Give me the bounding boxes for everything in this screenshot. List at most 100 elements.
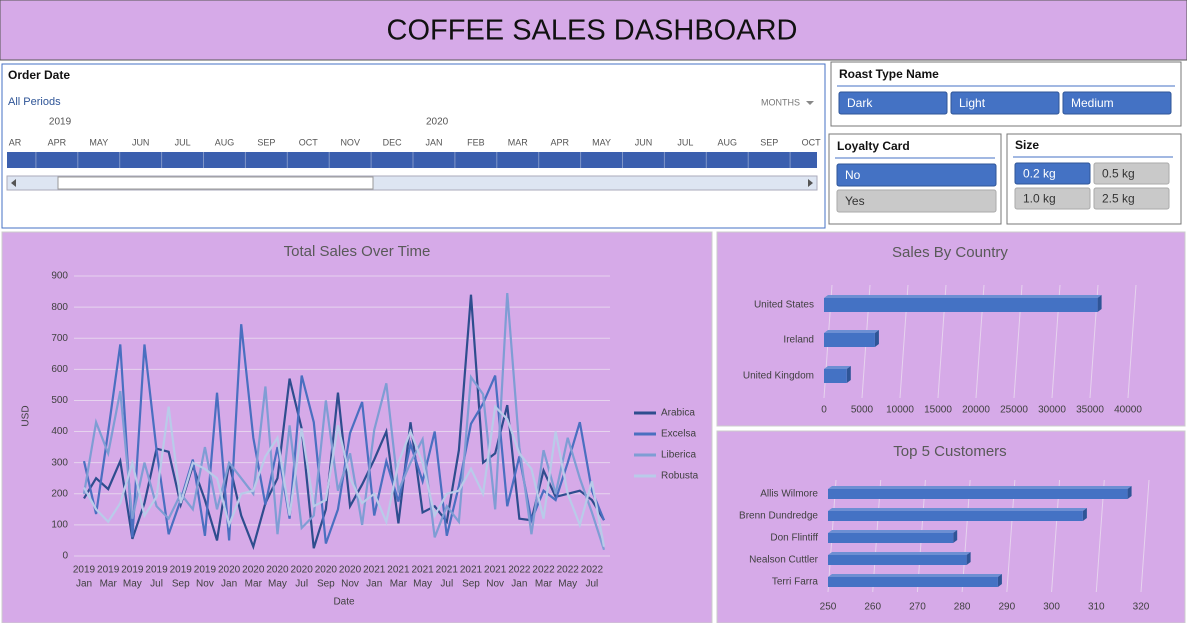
x-tick-label: 270 [909,602,926,613]
slicer-button[interactable] [836,163,997,187]
slicer-button-label[interactable]: Light [959,96,986,110]
slicer-title: Size [1015,138,1039,152]
timeline-unit[interactable]: MONTHS [761,97,800,107]
grid-line [1127,284,1137,399]
x-tick-year: 2021 [387,565,410,576]
y-tick-label: Nealson Cuttler [749,555,819,566]
bar-top [828,574,1002,577]
slicer-button[interactable] [1014,162,1091,185]
bar [828,511,1083,521]
dropdown-arrow[interactable] [806,101,814,105]
slicer-button[interactable] [836,189,997,213]
x-tick-month: Jan [366,579,382,590]
month-label: SEP [760,137,778,147]
slicer-button-label[interactable]: Yes [845,194,865,208]
slicer-button-label[interactable]: 2.5 kg [1102,192,1135,206]
x-tick-year: 2020 [266,565,289,576]
x-tick-month: Jul [295,579,308,590]
x-tick-year: 2021 [436,565,459,576]
x-tick-month: Jul [440,579,453,590]
x-tick-year: 2019 [97,565,120,576]
x-tick-month: Jan [511,579,527,590]
x-tick-year: 2022 [581,565,604,576]
month-label: AR [9,137,22,147]
slicer-button[interactable] [950,91,1060,115]
x-tick-label: 15000 [924,405,952,416]
scroll-left[interactable] [11,179,16,187]
x-tick-month: May [558,579,577,590]
chart-title: Total Sales Over Time [284,243,431,260]
bar-side [1127,486,1132,499]
x-tick-label: 300 [1043,602,1060,613]
x-tick-year: 2020 [291,565,314,576]
slicer-button[interactable] [1093,187,1170,210]
y-tick-label: United States [754,300,814,311]
x-tick-year: 2020 [315,565,338,576]
month-label: NOV [340,137,360,147]
x-tick-year: 2021 [411,565,434,576]
month-label: MAY [592,137,611,147]
month-label: FEB [467,137,485,147]
month-label: APR [48,137,67,147]
chart-title: Top 5 Customers [893,443,1006,460]
slicer-button[interactable] [1062,91,1172,115]
slicer-button[interactable] [1014,187,1091,210]
month-label: JUL [677,137,693,147]
x-tick-label: 320 [1133,602,1150,613]
month-label: AUG [718,137,738,147]
x-tick-year: 2019 [194,565,217,576]
slicer-button-label[interactable]: 1.0 kg [1023,192,1056,206]
x-tick-label: 0 [821,405,827,416]
slicer-button[interactable] [838,91,948,115]
x-tick-month: Mar [390,579,408,590]
x-tick-year: 2021 [484,565,507,576]
month-label: AUG [215,137,235,147]
timeline-bar[interactable] [7,152,817,168]
x-tick-label: 250 [820,602,837,613]
customer-chart-panel [716,430,1186,623]
slicer-button-label[interactable]: 0.2 kg [1023,167,1056,181]
month-label: JUN [132,137,150,147]
timeline-period: All Periods [8,96,61,108]
legend-label: Robusta [661,471,699,482]
header-bar [0,0,1187,61]
month-label: APR [550,137,569,147]
x-tick-year: 2020 [339,565,362,576]
y-tick-label: 100 [51,520,68,531]
slicer-button-label[interactable]: Medium [1071,96,1114,110]
slicer-button-label[interactable]: 0.5 kg [1102,167,1135,181]
scroll-right[interactable] [808,179,813,187]
x-tick-month: Sep [317,579,335,590]
bar-top [824,295,1102,298]
x-tick-month: Jan [221,579,237,590]
x-tick-month: Sep [462,579,480,590]
slicer-button-label[interactable]: Dark [847,96,873,110]
x-tick-year: 2019 [73,565,96,576]
bar-side [1082,508,1087,521]
y-tick-label: Ireland [783,335,814,346]
slicer-button-label[interactable]: No [845,168,861,182]
x-tick-label: 30000 [1038,405,1066,416]
y-tick-label: 300 [51,457,68,468]
grid-line [1140,479,1150,593]
y-tick-label: 900 [51,271,68,282]
x-tick-label: 260 [864,602,881,613]
dashboard-title: COFFEE SALES DASHBOARD [387,15,798,47]
scroll-thumb[interactable] [57,176,374,190]
year-label: 2019 [49,117,72,128]
x-tick-label: 25000 [1000,405,1028,416]
y-tick-label: 700 [51,333,68,344]
bar-top [828,508,1087,511]
slicer-button[interactable] [1093,162,1170,185]
month-label: JUL [175,137,191,147]
x-tick-month: May [123,579,142,590]
bar [828,577,998,587]
x-tick-month: May [413,579,432,590]
x-tick-label: 20000 [962,405,990,416]
bar-top [824,366,851,369]
bar-top [824,330,879,333]
x-axis-label: Date [333,597,355,608]
x-tick-year: 2021 [363,565,386,576]
bar-top [828,530,958,533]
